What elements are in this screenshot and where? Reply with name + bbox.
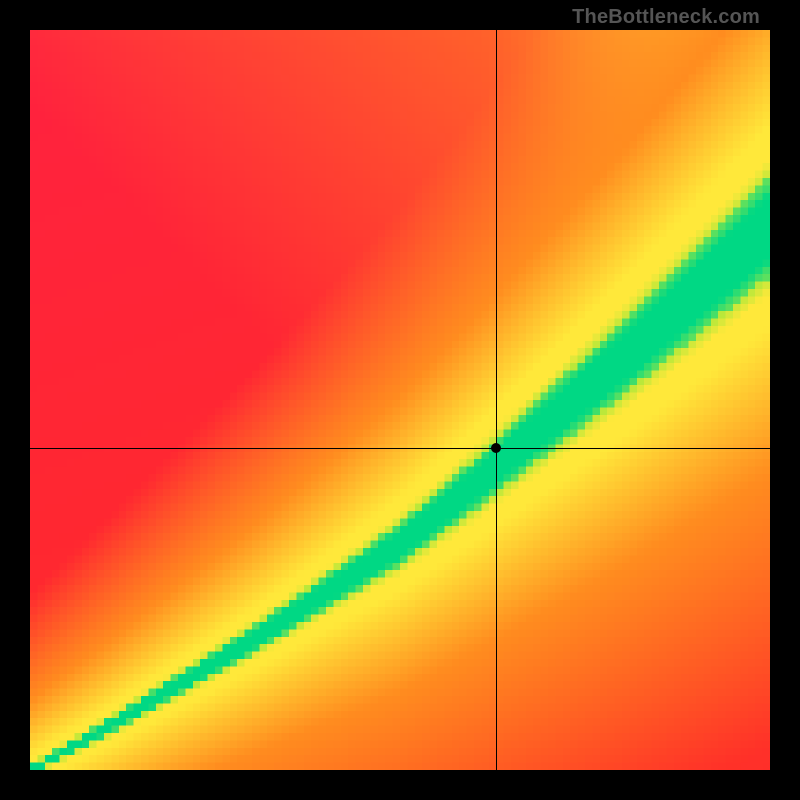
watermark-text: TheBottleneck.com — [572, 6, 760, 29]
heatmap-canvas — [30, 30, 770, 770]
crosshair-vertical — [496, 30, 497, 770]
crosshair-horizontal — [30, 448, 770, 449]
heatmap-plot — [30, 30, 770, 770]
